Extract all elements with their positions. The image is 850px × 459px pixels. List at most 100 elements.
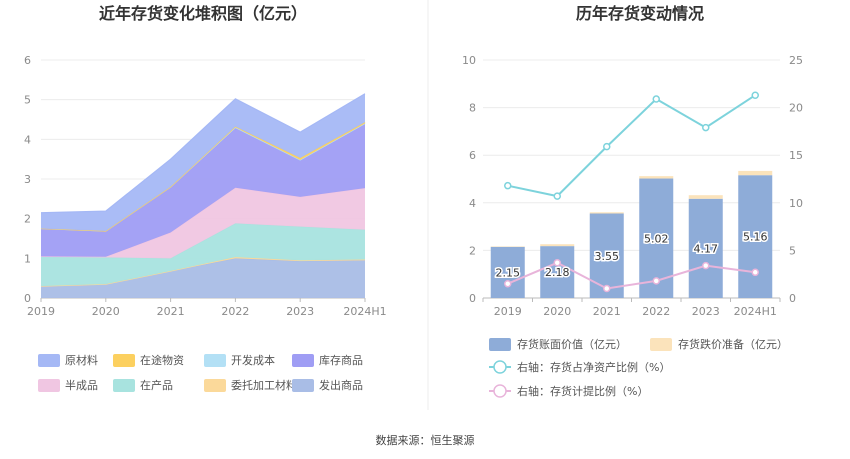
legend-swatch <box>650 338 672 351</box>
bar-value-label: 5.16 <box>743 231 768 244</box>
right-x-tick-label: 2019 <box>494 305 522 318</box>
bar-impairment <box>639 176 674 179</box>
left-legend-item: 委托加工材料 <box>204 378 297 392</box>
bar-book-value <box>589 213 624 298</box>
right-grid <box>483 59 780 299</box>
right-y-axis-right: 0 5 10 15 20 25 <box>789 54 803 305</box>
bar-value-label: 2.18 <box>545 266 570 279</box>
line-point <box>751 91 759 99</box>
left-legend-item: 库存商品 <box>292 353 363 367</box>
left-legend-item: 半成品 <box>38 378 98 392</box>
right-y2-tick-label: 25 <box>789 54 803 67</box>
left-y-tick-label: 2 <box>24 213 31 226</box>
left-chart-title: 近年存货变化堆积图（亿元） <box>99 4 307 23</box>
right-y-tick-label: 8 <box>469 102 476 115</box>
legend-swatch <box>113 379 135 392</box>
left-legend-item: 在产品 <box>113 378 173 392</box>
line-point <box>504 279 512 288</box>
left-legend-item: 原材料 <box>38 353 98 367</box>
line-point <box>553 259 561 267</box>
legend-swatch <box>38 354 60 367</box>
right-x-tick-label: 2021 <box>593 305 621 318</box>
right-x-tick-label: 2020 <box>543 305 571 318</box>
line-point <box>603 142 611 151</box>
legend-label: 半成品 <box>65 378 98 392</box>
left-y-tick-label: 0 <box>24 292 31 305</box>
legend-swatch <box>292 354 314 367</box>
left-areas <box>40 93 366 298</box>
line-point <box>603 284 611 293</box>
legend-label: 库存商品 <box>319 353 363 367</box>
right-chart-title: 历年存货变动情况 <box>576 4 704 23</box>
right-legend-item: 存货账面价值（亿元） <box>489 337 627 351</box>
bar-value-label: 2.15 <box>496 266 521 279</box>
right-y-tick-label: 2 <box>469 244 476 257</box>
right-y2-tick-label: 20 <box>789 102 803 115</box>
legend-label: 发出商品 <box>319 378 363 392</box>
right-legend-item: 存货跌价准备（亿元） <box>650 337 788 351</box>
line-point <box>702 261 710 270</box>
left-legend-item: 开发成本 <box>204 353 275 367</box>
left-y-tick-label: 5 <box>24 94 31 107</box>
left-x-tick-label: 2024H1 <box>343 305 386 318</box>
left-y-tick-label: 6 <box>24 54 31 67</box>
legend-label: 在途物资 <box>140 353 184 367</box>
right-lines <box>504 91 759 293</box>
bar-impairment <box>688 195 723 199</box>
right-y-axis-left: 0 2 4 6 8 10 <box>462 54 476 305</box>
left-x-tick-label: 2023 <box>286 305 314 318</box>
right-y-tick-label: 10 <box>462 54 476 67</box>
bar-value-label: 4.17 <box>694 242 719 255</box>
area-发出商品 <box>41 258 365 298</box>
right-x-axis: 2019 2020 2021 2022 2023 2024H1 <box>482 298 781 318</box>
bar-impairment <box>540 244 575 247</box>
area-库存商品 <box>41 123 365 257</box>
bar-impairment <box>738 170 773 176</box>
legend-swatch <box>38 379 60 392</box>
right-y2-tick-label: 0 <box>789 292 796 305</box>
line-point <box>751 268 759 277</box>
left-x-tick-label: 2021 <box>157 305 185 318</box>
left-y-tick-label: 1 <box>24 252 31 265</box>
left-y-tick-label: 3 <box>24 173 31 186</box>
right-y-tick-label: 4 <box>469 197 476 210</box>
bar-impairment <box>589 212 624 214</box>
line-point <box>702 123 710 132</box>
bar-book-value <box>688 198 723 298</box>
left-x-tick-label: 2022 <box>221 305 249 318</box>
bar-value-label: 3.55 <box>595 250 620 263</box>
legend-label: 委托加工材料 <box>231 378 297 392</box>
legend-swatch <box>204 379 226 392</box>
line-point <box>553 192 561 200</box>
legend-label: 存货跌价准备（亿元） <box>678 337 788 351</box>
legend-swatch <box>292 379 314 392</box>
area-半成品 <box>41 187 365 259</box>
left-legend-item: 发出商品 <box>292 378 363 392</box>
right-y-tick-label: 6 <box>469 149 476 162</box>
right-x-tick-label: 2024H1 <box>734 305 777 318</box>
right-legend-item: 右轴：存货计提比例（%） <box>489 384 648 398</box>
right-y2-tick-label: 10 <box>789 197 803 210</box>
right-x-tick-label: 2022 <box>642 305 670 318</box>
bar-book-value <box>738 175 773 298</box>
right-x-tick-label: 2023 <box>692 305 720 318</box>
line-point <box>504 181 512 190</box>
legend-label: 在产品 <box>140 378 173 392</box>
left-x-axis: 2019 2020 2021 2022 2023 2024H1 <box>27 298 387 318</box>
line-point <box>652 277 660 285</box>
legend-marker <box>493 384 507 398</box>
left-x-tick-label: 2020 <box>92 305 120 318</box>
line-point <box>652 95 660 103</box>
area-原材料 <box>41 93 365 231</box>
right-legend-item: 右轴：存货占净资产比例（%） <box>489 360 670 374</box>
bar-book-value <box>540 246 575 298</box>
left-x-tick-label: 2019 <box>27 305 55 318</box>
right-data-labels: 2.15 2.18 3.55 5.02 4.17 5.16 <box>494 229 769 281</box>
right-y2-tick-label: 5 <box>789 244 796 257</box>
line-右轴：存货计提比例（%） <box>507 261 756 290</box>
area-edge-原材料 <box>40 93 366 214</box>
source-text: 数据来源：恒生聚源 <box>376 433 475 447</box>
bar-value-label: 5.02 <box>644 232 669 245</box>
